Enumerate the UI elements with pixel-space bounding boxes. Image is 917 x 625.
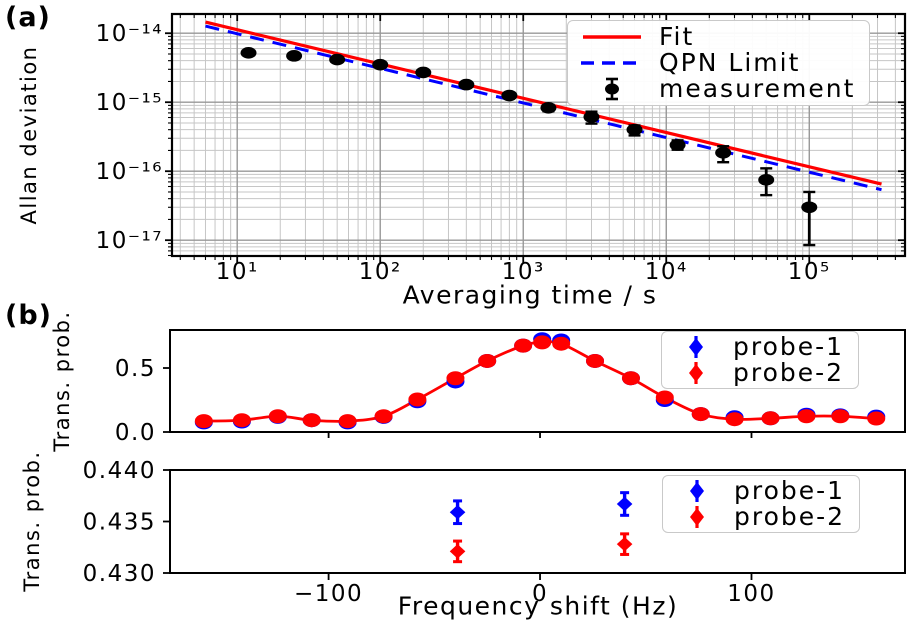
legend-label-measurement: measurement (659, 74, 856, 103)
probe2-point (552, 336, 571, 351)
trans-prob-top-ylabel: Trans. prob. (50, 310, 74, 452)
probe2-point (194, 414, 213, 429)
tick-label: 10¹ (216, 259, 259, 285)
tick-label: 0.440 (83, 458, 156, 484)
legend-label-probe2-bottom: probe-2 (734, 502, 846, 531)
frequency-shift-xlabel: Frequency shift (Hz) (397, 591, 679, 621)
tick-label: 0 (532, 581, 548, 607)
tick-label: 0.430 (83, 561, 156, 587)
panel-a-label: (a) (5, 2, 51, 33)
tick-label: 0.5 (115, 356, 156, 382)
tick-label: −100 (294, 581, 363, 607)
probe2-point (867, 411, 886, 426)
legend-row-probe2-top: probe-2 (671, 360, 844, 386)
probe2-point (691, 407, 710, 422)
probe2-point (374, 409, 393, 424)
measurement-point (758, 174, 775, 186)
measurement-point (415, 66, 432, 79)
legend-row-qpn: QPN Limit (577, 50, 855, 76)
qpn-dashed-line-marker-icon (577, 58, 647, 68)
probe2-point (514, 338, 533, 353)
allan-deviation-ylabel: Allan deviation (17, 45, 41, 225)
probe2-point (338, 414, 357, 429)
probe2-point (831, 409, 850, 424)
tick-label: 0.435 (83, 510, 156, 536)
probe2-point (761, 411, 780, 426)
measurement-point (458, 78, 475, 91)
measurement-point (669, 139, 686, 151)
measurement-point (501, 89, 518, 102)
probe1-diamond (689, 338, 703, 356)
legend-label-probe1-top: probe-1 (733, 332, 845, 361)
measurement-errorbar-marker-icon (577, 76, 647, 102)
probe1-diamond (690, 482, 704, 500)
tick-label: 10⁵ (788, 259, 831, 285)
legend-row-probe2-bottom: probe-2 (672, 504, 845, 530)
probe2-point (268, 409, 287, 424)
measurement-point (540, 102, 557, 114)
legend-row-fit: Fit (577, 24, 855, 50)
legend-label-qpn: QPN Limit (659, 48, 801, 77)
legend-row-measurement: measurement (577, 76, 855, 102)
probe1-marker-icon (671, 334, 721, 360)
probe2-point (232, 413, 251, 428)
measurement-dot (605, 83, 619, 95)
probe2-point (586, 353, 605, 368)
tick-label: 10⁴ (645, 259, 688, 285)
legend-label-probe1-bottom: probe-1 (734, 476, 846, 505)
probe2-marker-icon (671, 360, 721, 386)
probe2-point (478, 353, 497, 368)
fit-line-marker-icon (577, 32, 647, 42)
probe2-diamond (689, 364, 703, 382)
legend-panel-b-top: probe-1 probe-2 (661, 331, 860, 389)
legend-panel-b-bottom: probe-1 probe-2 (662, 475, 861, 533)
probe2-point (621, 371, 640, 386)
axes-frame (169, 329, 906, 433)
probe2-point (533, 335, 552, 350)
probe2-point (725, 412, 744, 427)
tick-label: 10⁻¹⁴ (96, 21, 163, 47)
measurement-point (286, 50, 303, 62)
axes-frame (169, 469, 906, 574)
legend-panel-a: Fit QPN Limit measurement (567, 20, 871, 106)
probe-point (449, 505, 466, 520)
measurement-point (801, 201, 818, 214)
legend-row-probe1-top: probe-1 (671, 334, 844, 360)
tick-label: 10³ (502, 259, 545, 285)
measurement-point (240, 47, 257, 59)
probe2-point (655, 390, 674, 405)
axes-frame (170, 12, 907, 258)
measurement-point (626, 123, 643, 136)
tick-label: 0.0 (115, 420, 156, 446)
probe2-point (408, 392, 427, 407)
measurement-point (583, 111, 600, 123)
panel-b-label: (b) (5, 300, 53, 331)
probe-point (616, 536, 633, 552)
tick-label: 10⁻¹⁶ (96, 159, 163, 185)
fit-line (205, 20, 882, 186)
tick-label: 10⁻¹⁵ (96, 90, 163, 116)
probe2-point (797, 409, 816, 424)
probe2-point (446, 371, 465, 386)
probe-point (449, 544, 466, 559)
probe-point (616, 496, 633, 512)
tick-label: 10² (359, 259, 402, 285)
probe1-marker-icon (672, 478, 722, 504)
probe2-point (302, 413, 321, 428)
measurement-point (715, 146, 732, 159)
legend-row-probe1-bottom: probe-1 (672, 478, 845, 504)
legend-label-fit: Fit (659, 22, 695, 51)
legend-label-probe2-top: probe-2 (733, 358, 845, 387)
measurement-point (372, 58, 389, 71)
probe2-marker-icon (672, 504, 722, 530)
trans-prob-bottom-ylabel: Trans. prob. (20, 450, 44, 592)
averaging-time-xlabel: Averaging time / s (402, 280, 658, 310)
tick-label: 10⁻¹⁷ (96, 228, 163, 254)
probe2-diamond (690, 508, 704, 526)
tick-label: 100 (727, 581, 775, 607)
measurement-point (329, 53, 346, 66)
